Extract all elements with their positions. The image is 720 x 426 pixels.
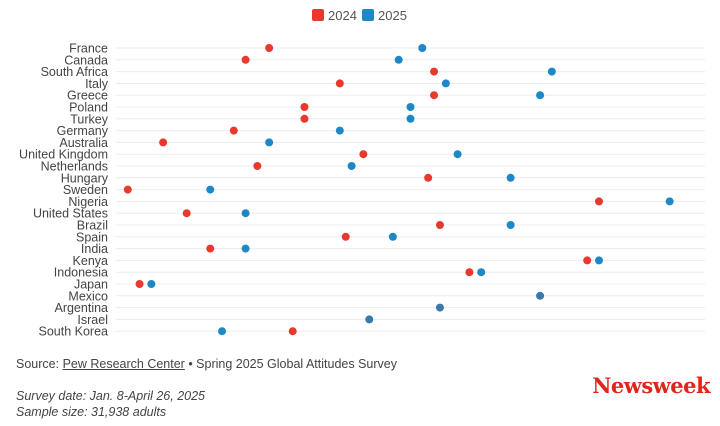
category-label: United States	[33, 207, 108, 221]
dot-2025	[536, 291, 545, 300]
dot-2025	[218, 327, 227, 336]
survey-date: Survey date: Jan. 8-April 26, 2025	[16, 389, 206, 403]
dot-2025	[406, 103, 415, 111]
dot-2024	[359, 150, 368, 159]
category-label: South Korea	[39, 325, 109, 339]
dot-2024	[135, 280, 144, 288]
dot-2024	[430, 91, 439, 100]
category-label: Israel	[77, 313, 108, 327]
category-label: Turkey	[70, 112, 108, 126]
category-label: Indonesia	[54, 266, 108, 280]
dot-2024	[123, 185, 132, 194]
dot-2025	[335, 126, 344, 135]
legend-swatch-2025	[362, 9, 374, 21]
dot-2025	[418, 44, 427, 52]
dot-2024	[182, 209, 191, 218]
dot-2025	[506, 221, 515, 229]
dot-2025	[441, 79, 450, 88]
dot-2025	[394, 55, 403, 64]
legend-label-2024: 2024	[328, 8, 357, 23]
dot-2025	[665, 197, 674, 206]
dot-2024	[206, 244, 215, 253]
dot-2024	[430, 67, 439, 76]
dot-2024	[583, 256, 592, 265]
category-label: France	[69, 42, 108, 56]
category-label: India	[81, 242, 108, 256]
source-link[interactable]: Pew Research Center	[62, 357, 185, 371]
category-label: Greece	[67, 89, 108, 103]
dot-2025	[453, 150, 462, 159]
dot-2025	[547, 67, 556, 76]
dot-2025	[477, 268, 486, 277]
dot-2025	[365, 315, 374, 324]
dot-2024	[288, 327, 297, 336]
dot-2024	[300, 103, 309, 111]
dot-2025	[594, 256, 603, 265]
dot-2025	[388, 232, 397, 241]
dot-2025	[241, 209, 250, 218]
category-label: Australia	[59, 136, 108, 150]
dot-2025	[435, 303, 444, 312]
dot-2024	[335, 79, 344, 88]
category-label: South Africa	[41, 65, 108, 79]
dot-2025	[406, 114, 415, 123]
category-label: Mexico	[68, 289, 108, 303]
newsweek-logo: Newsweek	[592, 373, 710, 398]
dot-2025	[241, 244, 250, 253]
category-label: Japan	[74, 278, 108, 292]
legend-swatch-2024	[312, 9, 324, 21]
dot-2024	[424, 173, 433, 182]
dot-2024	[229, 126, 238, 135]
source-suffix: • Spring 2025 Global Attitudes Survey	[184, 357, 397, 371]
dot-2025	[147, 280, 156, 288]
category-label: United Kingdom	[19, 148, 108, 162]
category-label: Nigeria	[68, 195, 108, 209]
category-label: Argentina	[54, 301, 108, 315]
dot-2025	[265, 138, 274, 147]
category-label: Hungary	[61, 171, 109, 185]
category-label: Canada	[64, 53, 108, 67]
dot-2025	[536, 91, 545, 100]
dot-2024	[265, 44, 274, 52]
dot-2024	[465, 268, 474, 277]
sample-size: Sample size: 31,938 adults	[16, 405, 167, 419]
source-prefix: Source:	[16, 357, 63, 371]
category-label: Netherlands	[41, 160, 108, 174]
legend-label-2025: 2025	[378, 8, 407, 23]
category-label: Spain	[76, 230, 108, 244]
dot-2025	[506, 173, 515, 182]
dot-2024	[435, 221, 444, 229]
dot-2025	[347, 162, 356, 170]
dot-2024	[594, 197, 603, 206]
dot-2024	[253, 162, 262, 170]
dot-2024	[300, 114, 309, 123]
category-label: Sweden	[63, 183, 108, 197]
dot-2024	[159, 138, 168, 147]
category-label: Brazil	[77, 219, 108, 233]
category-label: Poland	[69, 101, 108, 115]
source-line: Source: Pew Research Center • Spring 202…	[16, 357, 397, 371]
category-label: Germany	[57, 124, 109, 138]
dot-2024	[241, 55, 250, 64]
dot-2024	[341, 232, 350, 241]
category-label: Kenya	[73, 254, 108, 268]
dot-2025	[206, 185, 215, 194]
category-label: Italy	[85, 77, 109, 91]
